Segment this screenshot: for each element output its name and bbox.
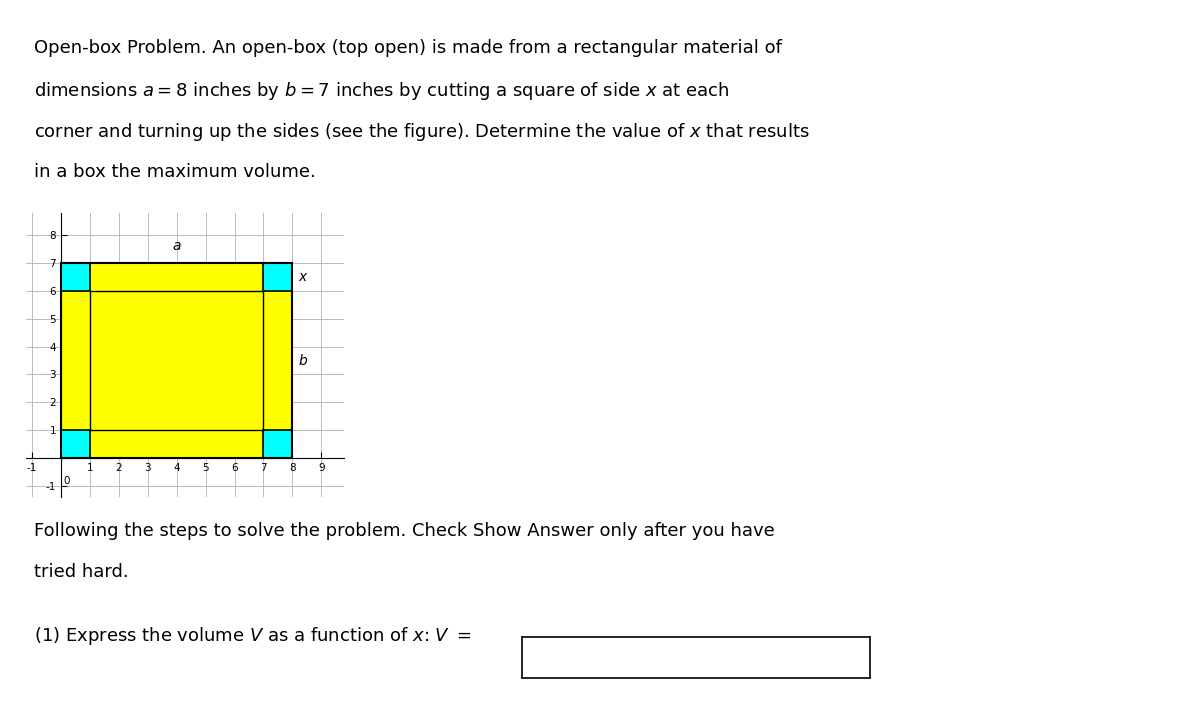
Bar	[90, 291, 264, 430]
Bar	[264, 263, 293, 291]
Text: tried hard.: tried hard.	[34, 563, 128, 581]
Bar	[61, 263, 90, 291]
Bar	[264, 291, 293, 430]
Bar	[90, 263, 264, 291]
Text: dimensions $a = 8$ inches by $b = 7$ inches by cutting a square of side $x$ at e: dimensions $a = 8$ inches by $b = 7$ inc…	[34, 80, 730, 102]
Bar	[61, 291, 90, 430]
Bar	[90, 430, 264, 458]
Text: Following the steps to solve the problem. Check Show Answer only after you have: Following the steps to solve the problem…	[34, 522, 774, 540]
Text: Open-box Problem. An open-box (top open) is made from a rectangular material of: Open-box Problem. An open-box (top open)…	[34, 39, 781, 57]
Bar	[264, 430, 293, 458]
Text: 0: 0	[64, 476, 70, 486]
Text: b: b	[298, 354, 307, 368]
Text: a: a	[173, 239, 181, 253]
Text: x: x	[298, 270, 306, 284]
Bar	[61, 263, 293, 458]
Text: in a box the maximum volume.: in a box the maximum volume.	[34, 163, 316, 180]
Bar	[61, 430, 90, 458]
Text: (1) Express the volume $V$ as a function of $x$: $V\ =\ $: (1) Express the volume $V$ as a function…	[34, 625, 472, 647]
Text: corner and turning up the sides (see the figure). Determine the value of $x$ tha: corner and turning up the sides (see the…	[34, 121, 809, 143]
